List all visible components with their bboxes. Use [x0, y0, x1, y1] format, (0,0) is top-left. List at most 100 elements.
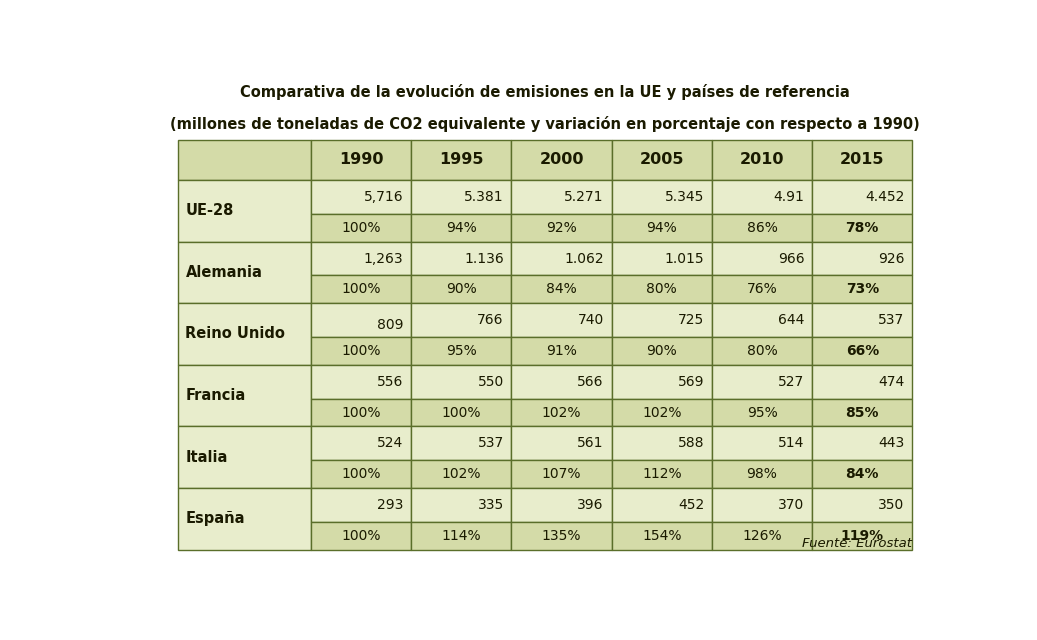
- Text: 73%: 73%: [845, 282, 879, 296]
- Bar: [612, 460, 712, 488]
- Text: 926: 926: [878, 252, 904, 266]
- Text: 98%: 98%: [747, 467, 778, 481]
- Bar: [311, 460, 412, 488]
- Bar: [177, 426, 311, 488]
- Text: 4.91: 4.91: [774, 190, 805, 204]
- Bar: [311, 522, 412, 550]
- Text: 100%: 100%: [341, 221, 381, 235]
- Text: 1,263: 1,263: [364, 252, 403, 266]
- Text: 94%: 94%: [646, 221, 677, 235]
- Text: 107%: 107%: [541, 467, 582, 481]
- Bar: [511, 241, 612, 275]
- Text: Fuente: Eurostat: Fuente: Eurostat: [803, 537, 913, 550]
- Bar: [612, 365, 712, 399]
- Bar: [812, 426, 913, 460]
- Text: 2005: 2005: [640, 152, 684, 168]
- Bar: [612, 140, 712, 180]
- Bar: [511, 140, 612, 180]
- Bar: [511, 399, 612, 426]
- Bar: [177, 365, 311, 426]
- Text: 550: 550: [477, 374, 504, 388]
- Text: 90%: 90%: [446, 282, 477, 296]
- Text: 1.015: 1.015: [665, 252, 704, 266]
- Bar: [812, 522, 913, 550]
- Bar: [612, 426, 712, 460]
- Text: 809: 809: [377, 317, 403, 332]
- Bar: [311, 241, 412, 275]
- Text: 135%: 135%: [541, 529, 582, 543]
- Text: España: España: [186, 511, 245, 526]
- Bar: [812, 140, 913, 180]
- Text: 100%: 100%: [341, 467, 381, 481]
- Text: 92%: 92%: [546, 221, 577, 235]
- Text: 5.381: 5.381: [465, 190, 504, 204]
- Bar: [612, 241, 712, 275]
- Bar: [311, 488, 412, 522]
- Text: 5.271: 5.271: [564, 190, 604, 204]
- Text: 102%: 102%: [541, 406, 582, 420]
- Bar: [311, 337, 412, 365]
- Bar: [612, 337, 712, 365]
- Text: 537: 537: [878, 313, 904, 327]
- Text: 556: 556: [377, 374, 403, 388]
- Bar: [712, 180, 812, 214]
- Text: 126%: 126%: [742, 529, 782, 543]
- Text: 335: 335: [477, 498, 504, 512]
- Bar: [177, 488, 311, 550]
- Bar: [511, 303, 612, 337]
- Bar: [712, 337, 812, 365]
- Text: 5.345: 5.345: [665, 190, 704, 204]
- Text: 119%: 119%: [841, 529, 884, 543]
- Bar: [412, 426, 511, 460]
- Bar: [712, 214, 812, 241]
- Bar: [412, 488, 511, 522]
- Bar: [311, 214, 412, 241]
- Bar: [812, 337, 913, 365]
- Bar: [712, 140, 812, 180]
- Bar: [412, 140, 511, 180]
- Bar: [311, 140, 412, 180]
- Text: 78%: 78%: [845, 221, 879, 235]
- Text: 1990: 1990: [339, 152, 384, 168]
- Bar: [412, 365, 511, 399]
- Bar: [612, 488, 712, 522]
- Text: 370: 370: [778, 498, 805, 512]
- Text: 84%: 84%: [546, 282, 577, 296]
- Bar: [511, 214, 612, 241]
- Text: UE-28: UE-28: [186, 204, 233, 218]
- Text: 293: 293: [377, 498, 403, 512]
- Text: 76%: 76%: [747, 282, 778, 296]
- Text: 740: 740: [578, 313, 604, 327]
- Bar: [511, 460, 612, 488]
- Bar: [412, 337, 511, 365]
- Bar: [177, 180, 311, 241]
- Bar: [612, 399, 712, 426]
- Text: 452: 452: [678, 498, 704, 512]
- Text: (millones de toneladas de CO2 equivalente y variación en porcentaje con respecto: (millones de toneladas de CO2 equivalent…: [170, 116, 920, 132]
- Bar: [612, 303, 712, 337]
- Bar: [812, 275, 913, 303]
- Text: 443: 443: [878, 436, 904, 451]
- Text: 91%: 91%: [546, 344, 577, 358]
- Bar: [511, 275, 612, 303]
- Bar: [812, 303, 913, 337]
- Text: 100%: 100%: [341, 282, 381, 296]
- Text: 569: 569: [677, 374, 704, 388]
- Text: 114%: 114%: [442, 529, 481, 543]
- Bar: [812, 241, 913, 275]
- Bar: [511, 488, 612, 522]
- Text: 5,716: 5,716: [364, 190, 403, 204]
- Text: 112%: 112%: [642, 467, 681, 481]
- Text: Comparativa de la evolución de emisiones en la UE y países de referencia: Comparativa de la evolución de emisiones…: [241, 84, 850, 100]
- Text: 100%: 100%: [341, 344, 381, 358]
- Text: Alemania: Alemania: [186, 265, 262, 280]
- Text: 66%: 66%: [845, 344, 879, 358]
- Bar: [511, 180, 612, 214]
- Text: 2015: 2015: [840, 152, 885, 168]
- Bar: [712, 275, 812, 303]
- Text: 514: 514: [778, 436, 805, 451]
- Bar: [311, 180, 412, 214]
- Text: 396: 396: [578, 498, 604, 512]
- Text: 95%: 95%: [747, 406, 778, 420]
- Bar: [812, 460, 913, 488]
